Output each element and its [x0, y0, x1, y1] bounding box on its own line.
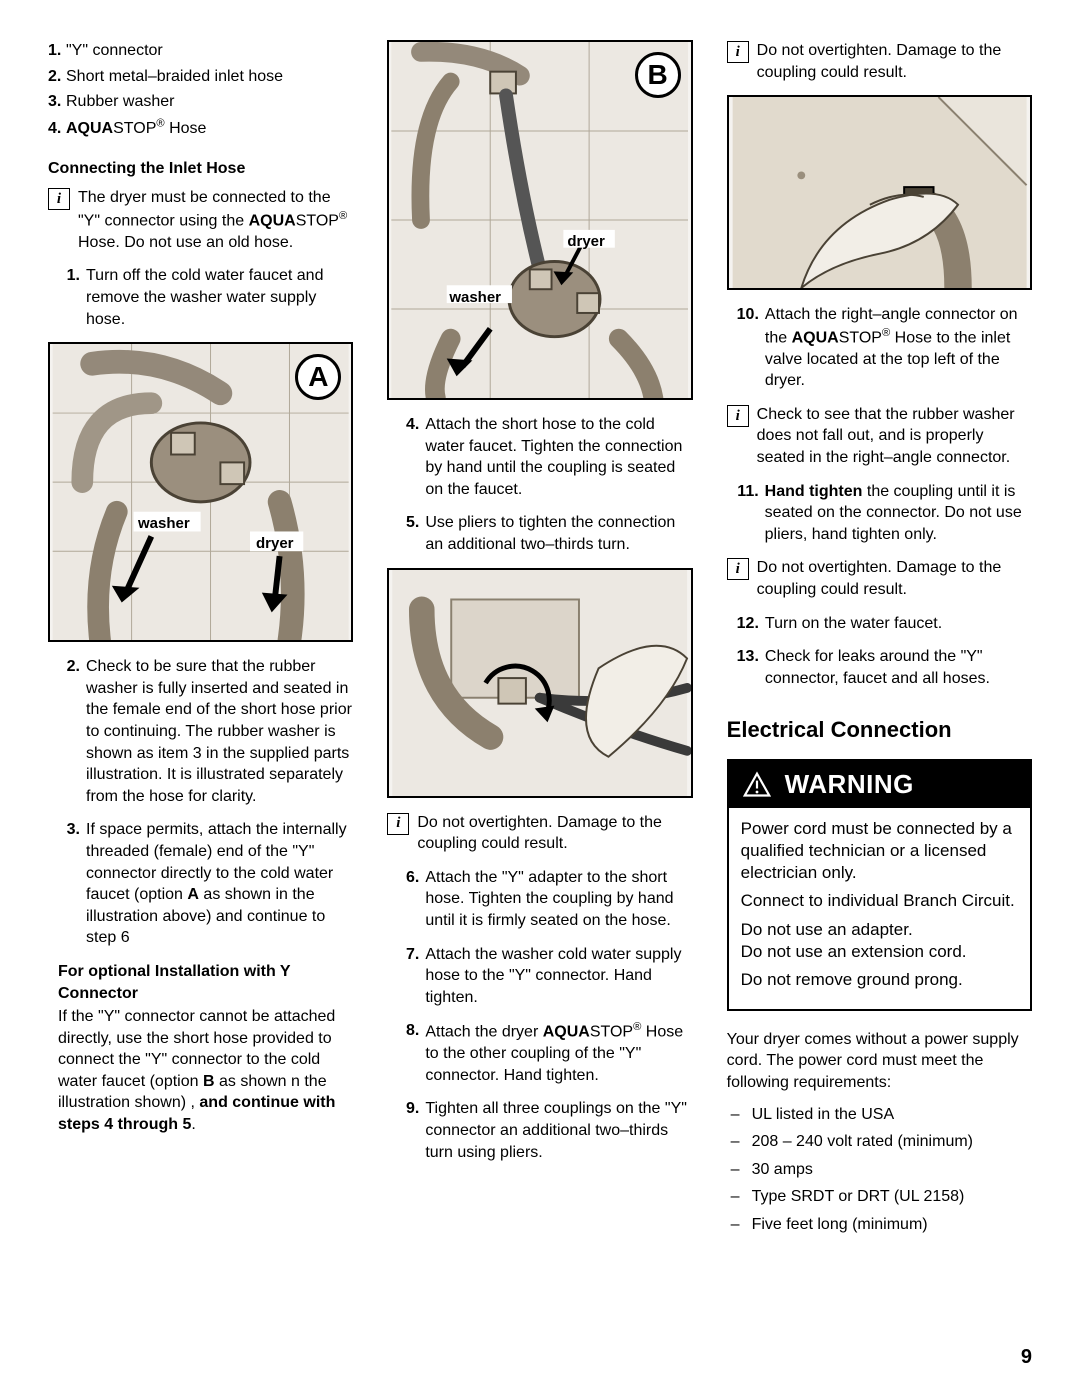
electrical-connection-title: Electrical Connection: [727, 715, 1032, 745]
warning-label: WARNING: [785, 767, 914, 802]
requirements-list: –UL listed in the USA –208 – 240 volt ra…: [727, 1104, 1032, 1236]
info-text: The dryer must be connected to the "Y" c…: [78, 187, 353, 253]
info-text-col2: Do not overtighten. Damage to the coupli…: [417, 812, 692, 855]
illus-a-label-dryer: dryer: [256, 534, 294, 554]
info-icon: i: [387, 813, 409, 835]
column-2: B washer dryer 4.Attach the short hose t…: [387, 40, 692, 1242]
warning-p2: Connect to individual Branch Circuit.: [741, 890, 1018, 912]
req-item-2: –30 amps: [727, 1159, 1032, 1181]
parts-text-3: Rubber washer: [66, 93, 175, 110]
step-6: 6.Attach the "Y" adapter to the short ho…: [387, 867, 692, 932]
parts-num-4: 4.: [48, 118, 66, 140]
warning-head: WARNING: [729, 761, 1030, 808]
step-11: 11.Hand tighten the coupling until it is…: [727, 481, 1032, 546]
illus-b-letter: B: [635, 52, 681, 98]
optional-install-block: For optional Installation with Y Connect…: [48, 961, 353, 1136]
req-intro: Your dryer comes without a power supply …: [727, 1029, 1032, 1094]
step-4: 4.Attach the short hose to the cold wate…: [387, 414, 692, 500]
subhead-inlet-hose: Connecting the Inlet Hose: [48, 158, 353, 180]
warning-p4: Do not remove ground prong.: [741, 969, 1018, 991]
step-2: 2.Check to be sure that the rubber washe…: [48, 656, 353, 807]
step-9-body: Tighten all three couplings on the "Y" c…: [425, 1098, 692, 1163]
req-item-4: –Five feet long (minimum): [727, 1214, 1032, 1236]
illus-b-label-dryer: dryer: [567, 232, 605, 252]
step-13-body: Check for leaks around the "Y" connector…: [765, 646, 1032, 689]
warning-box: WARNING Power cord must be connected by …: [727, 759, 1032, 1011]
step-6-body: Attach the "Y" adapter to the short hose…: [425, 867, 692, 932]
illustration-b: B washer dryer: [387, 40, 692, 400]
step-10: 10.Attach the right–angle connector on t…: [727, 304, 1032, 392]
parts-item-4: 4.AQUASTOP® Hose: [48, 117, 353, 140]
parts-text-4: AQUASTOP® Hose: [66, 120, 206, 137]
parts-num-2: 2.: [48, 66, 66, 88]
req-item-0: –UL listed in the USA: [727, 1104, 1032, 1126]
steps-col2-bottom: 6.Attach the "Y" adapter to the short ho…: [387, 867, 692, 1163]
three-column-layout: 1."Y" connector 2.Short metal–braided in…: [48, 40, 1032, 1242]
parts-list: 1."Y" connector 2.Short metal–braided in…: [48, 40, 353, 140]
info-overtighten-col3-mid: i Do not overtighten. Damage to the coup…: [727, 557, 1032, 600]
step-4-body: Attach the short hose to the cold water …: [425, 414, 692, 500]
parts-text-2: Short metal–braided inlet hose: [66, 68, 283, 85]
step-8-body: Attach the dryer AQUASTOP® Hose to the o…: [425, 1020, 692, 1086]
steps-col3-top: 10.Attach the right–angle connector on t…: [727, 304, 1032, 392]
step-10-body: Attach the right–angle connector on the …: [765, 304, 1032, 392]
parts-item-1: 1."Y" connector: [48, 40, 353, 62]
illustration-a: A washer dryer: [48, 342, 353, 642]
info-text-col3-top: Do not overtighten. Damage to the coupli…: [757, 40, 1032, 83]
parts-text-1: "Y" connector: [66, 42, 163, 59]
step-5: 5.Use pliers to tighten the connection a…: [387, 512, 692, 555]
parts-num-3: 3.: [48, 91, 66, 113]
step-2-body: Check to be sure that the rubber washer …: [86, 656, 353, 807]
step-5-body: Use pliers to tighten the connection an …: [425, 512, 692, 555]
info-rubber-washer: i Check to see that the rubber washer do…: [727, 404, 1032, 469]
warning-triangle-icon: [743, 771, 771, 799]
step-13: 13.Check for leaks around the "Y" connec…: [727, 646, 1032, 689]
step-7: 7.Attach the washer cold water supply ho…: [387, 944, 692, 1009]
step-3: 3.If space permits, attach the internall…: [48, 819, 353, 949]
steps-col3-mid: 11.Hand tighten the coupling until it is…: [727, 481, 1032, 546]
page-number: 9: [1021, 1344, 1032, 1371]
step-7-body: Attach the washer cold water supply hose…: [425, 944, 692, 1009]
info-icon: i: [48, 188, 70, 210]
step-1: 1.Turn off the cold water faucet and rem…: [48, 265, 353, 330]
info-text-col3-mid: Do not overtighten. Damage to the coupli…: [757, 557, 1032, 600]
parts-num-1: 1.: [48, 40, 66, 62]
column-3: i Do not overtighten. Damage to the coup…: [727, 40, 1032, 1242]
step-12-body: Turn on the water faucet.: [765, 613, 1032, 635]
step-1-body: Turn off the cold water faucet and remov…: [86, 265, 353, 330]
req-item-3: –Type SRDT or DRT (UL 2158): [727, 1186, 1032, 1208]
parts-item-2: 2.Short metal–braided inlet hose: [48, 66, 353, 88]
step-9: 9.Tighten all three couplings on the "Y"…: [387, 1098, 692, 1163]
column-1: 1."Y" connector 2.Short metal–braided in…: [48, 40, 353, 1242]
optional-install-body: If the "Y" connector cannot be attached …: [58, 1006, 353, 1136]
illustration-pliers: [387, 568, 692, 798]
step-8: 8.Attach the dryer AQUASTOP® Hose to the…: [387, 1020, 692, 1086]
step-3-body: If space permits, attach the internally …: [86, 819, 353, 949]
info-icon: i: [727, 41, 749, 63]
info-overtighten-col3-top: i Do not overtighten. Damage to the coup…: [727, 40, 1032, 83]
warning-body: Power cord must be connected by a qualif…: [729, 808, 1030, 1009]
step-12: 12.Turn on the water faucet.: [727, 613, 1032, 635]
illus-a-label-washer: washer: [138, 514, 190, 534]
info-connect-aquastop: i The dryer must be connected to the "Y"…: [48, 187, 353, 253]
req-item-1: –208 – 240 volt rated (minimum): [727, 1131, 1032, 1153]
parts-item-3: 3.Rubber washer: [48, 91, 353, 113]
illus-c-svg: [389, 570, 690, 796]
step-11-body: Hand tighten the coupling until it is se…: [765, 481, 1032, 546]
info-icon: i: [727, 558, 749, 580]
steps-col2-top: 4.Attach the short hose to the cold wate…: [387, 414, 692, 556]
warning-p3: Do not use an adapter.Do not use an exte…: [741, 919, 1018, 963]
illus-b-label-washer: washer: [449, 288, 501, 308]
illus-d-svg: [729, 97, 1030, 288]
warning-p1: Power cord must be connected by a qualif…: [741, 818, 1018, 884]
info-overtighten-col2: i Do not overtighten. Damage to the coup…: [387, 812, 692, 855]
info-icon: i: [727, 405, 749, 427]
steps-col1-top: 1.Turn off the cold water faucet and rem…: [48, 265, 353, 330]
optional-install-head: For optional Installation with Y Connect…: [58, 961, 353, 1004]
info-text-rubber-washer: Check to see that the rubber washer does…: [757, 404, 1032, 469]
steps-col1-mid: 2.Check to be sure that the rubber washe…: [48, 656, 353, 949]
illustration-right-angle: [727, 95, 1032, 290]
illus-b-svg: [389, 42, 690, 398]
steps-col3-bottom: 12.Turn on the water faucet. 13.Check fo…: [727, 613, 1032, 690]
